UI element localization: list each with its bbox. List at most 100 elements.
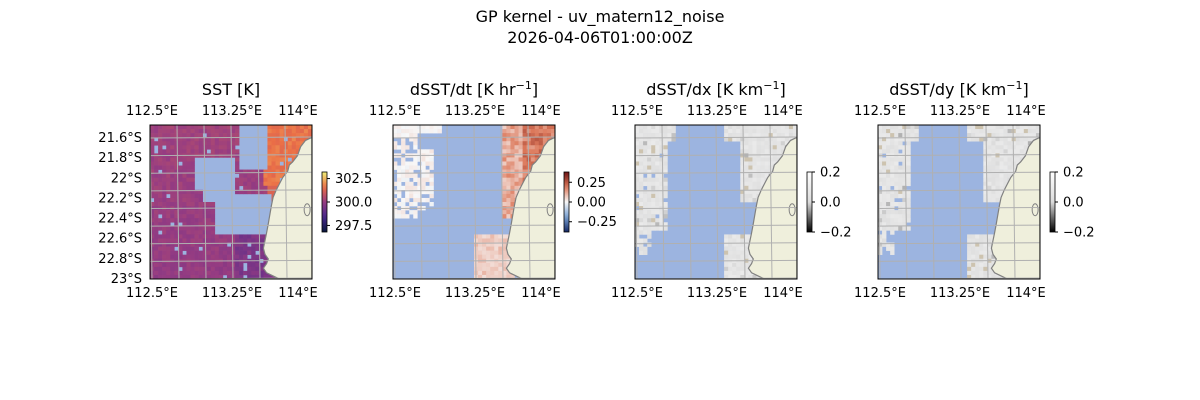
data-cell [890,222,895,227]
data-cell [886,185,891,191]
data-cell [397,145,402,150]
data-cell [150,185,155,191]
data-cell [482,246,487,251]
data-cell [748,270,753,276]
data-cell [655,189,660,195]
data-cell [222,238,228,243]
data-cell [764,165,769,170]
data-cell [975,242,980,247]
data-cell [166,210,171,215]
data-cell [502,270,507,276]
data-cell [886,189,891,195]
data-cell [154,242,159,247]
data-cell [190,254,195,260]
axis-frame [149,124,313,280]
data-cell [991,270,996,276]
data-cell [170,129,175,134]
data-cell [218,238,224,243]
data-cell [987,270,992,276]
y-tick-label: 23°S [111,272,142,287]
data-cell [421,189,426,195]
data-cell [983,157,988,162]
grid-line-meridian [688,125,692,279]
data-cell [530,125,536,130]
data-cell [182,189,187,195]
colorbar: 0.250.00−0.25 [563,171,617,233]
data-cell [178,250,183,255]
data-cell [490,254,495,260]
data-cell [740,270,745,276]
data-cell [510,210,515,215]
data-cell [1011,145,1016,150]
data-cell [182,197,187,203]
data-cell [158,218,163,223]
data-cell [659,137,664,142]
data-cell [971,266,976,272]
data-cell [894,145,899,150]
data-cell [206,238,212,243]
data-cell [243,234,248,239]
data-cell [506,177,511,183]
data-cell [194,266,199,272]
data-cell [222,266,228,272]
panel-title: dSST/dy [K km−1] [889,79,1028,99]
data-cell [401,169,406,174]
data-cell [530,161,536,166]
figure-subtitle: 2026-04-06T01:00:00Z [507,28,693,47]
data-cell [162,222,167,227]
data-cell [182,157,187,162]
data-cell [218,149,224,154]
data-cell [967,133,972,138]
data-cell [886,202,891,207]
data-cell [198,226,203,231]
data-cell [643,214,648,219]
data-cell [744,262,749,268]
data-cell [983,250,988,255]
data-cell [162,161,167,166]
data-cell [150,230,155,235]
data-cell [975,254,980,260]
data-cell [534,133,540,138]
data-cell [417,149,422,154]
data-cell [991,197,996,203]
data-cell [283,145,288,150]
data-cell [983,246,988,251]
data-cell [651,161,656,166]
data-cell [174,141,179,146]
data-cell [882,129,887,134]
data-cell [255,234,260,239]
data-cell [890,250,895,255]
data-cell [174,173,179,178]
data-cell [194,218,199,223]
data-cell [255,189,260,195]
data-cell [150,210,155,215]
data-cell [655,222,660,227]
grid-line-parallel [635,224,797,227]
data-cell [214,242,220,247]
data-cell [651,197,656,203]
data-cell [979,262,984,268]
data-cell [206,242,212,247]
data-cell [772,133,778,138]
x-tick-label-bottom: 113.25°E [445,286,505,301]
data-cell [235,181,240,187]
data-cell [194,214,199,219]
data-cell [752,161,757,166]
data-cell [174,222,179,227]
data-cell [659,141,664,146]
data-cell [1023,149,1029,154]
data-cell [190,137,195,142]
data-cell [255,185,260,191]
data-cell [724,270,729,276]
data-cell [882,157,887,162]
data-cell [421,181,426,187]
data-cell [206,214,212,219]
data-cell [639,181,644,187]
data-cell [732,262,737,268]
data-cell [999,125,1004,130]
data-cell [287,141,293,146]
data-cell [295,141,301,146]
data-cell [194,270,199,276]
data-cell [429,202,434,207]
data-cell [510,165,515,170]
